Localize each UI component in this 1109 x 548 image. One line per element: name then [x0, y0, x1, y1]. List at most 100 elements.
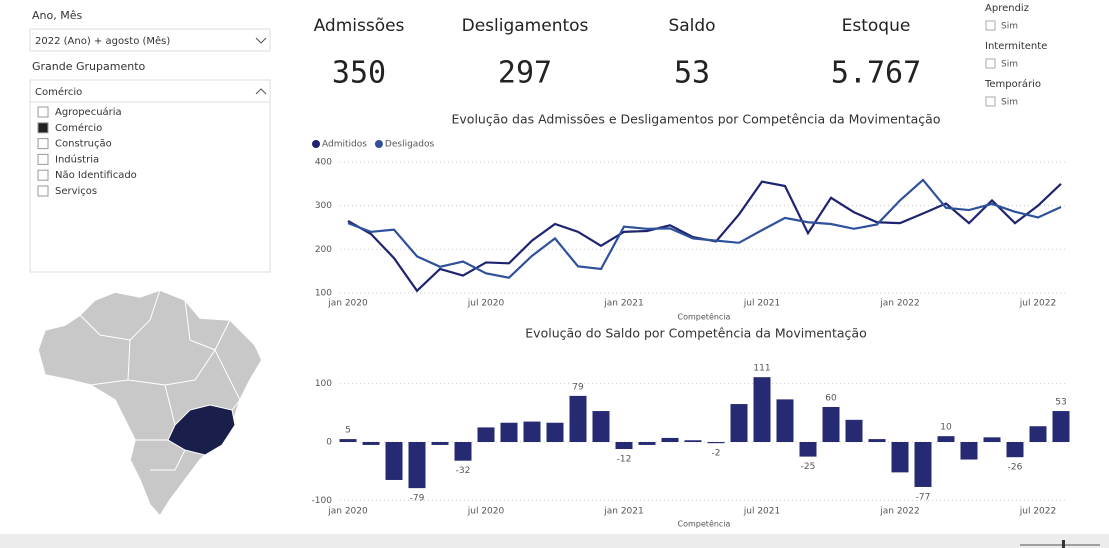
toggle-option[interactable]: Sim: [1001, 22, 1018, 32]
bar: [914, 442, 932, 487]
kpi-label: Estoque: [842, 16, 911, 36]
zoom-handle[interactable]: [1062, 540, 1065, 548]
y-tick-label: 300: [315, 201, 332, 211]
checkbox[interactable]: [37, 138, 49, 150]
data-label: -12: [617, 455, 632, 465]
data-label: -32: [456, 466, 471, 476]
data-label: 10: [940, 423, 952, 433]
bar: [1052, 411, 1070, 443]
data-label: -2: [712, 449, 721, 459]
checkbox[interactable]: [985, 96, 996, 107]
option-label[interactable]: Construção: [55, 139, 112, 150]
chart-title: Evolução do Saldo por Competência da Mov…: [525, 326, 866, 341]
line-series: [347, 178, 1062, 279]
kpi-value: 5.767: [831, 56, 921, 91]
y-tick-label: 100: [315, 289, 332, 299]
x-tick-label: jan 2021: [603, 507, 644, 517]
data-label: 5: [345, 426, 351, 436]
x-axis-title: Competência: [678, 519, 731, 529]
bar: [339, 439, 357, 443]
kpi-label: Admissões: [314, 16, 405, 36]
bar: [408, 442, 426, 489]
legend-marker: [312, 140, 320, 148]
checkbox[interactable]: [985, 58, 996, 69]
kpi-value: 350: [332, 56, 386, 91]
bar: [477, 427, 495, 443]
toggle-option[interactable]: Sim: [1001, 98, 1018, 108]
x-tick-label: jul 2020: [467, 507, 505, 517]
y-tick-label: 200: [315, 245, 332, 255]
bar: [592, 411, 610, 443]
checkbox[interactable]: [37, 185, 49, 197]
bar: [546, 422, 564, 443]
kpi-value: 53: [674, 56, 710, 91]
option-label[interactable]: Serviços: [55, 186, 97, 197]
kpi-value: 297: [498, 56, 552, 91]
dropdown-value[interactable]: 2022 (Ano) + agosto (Mês): [35, 35, 170, 47]
x-axis-title: Competência: [678, 312, 731, 322]
kpi-label: Desligamentos: [462, 16, 589, 36]
bar: [822, 406, 840, 443]
dropdown-value[interactable]: Comércio: [35, 86, 82, 98]
y-tick-label: -100: [312, 496, 333, 506]
state-border: [127, 339, 176, 426]
bar: [960, 442, 978, 460]
checkbox[interactable]: [37, 106, 49, 118]
state-border: [89, 379, 129, 386]
legend-label: Desligados: [385, 140, 435, 150]
y-tick-label: 400: [315, 158, 332, 168]
bar: [1006, 442, 1024, 458]
x-tick-label: jul 2021: [743, 299, 780, 309]
line-series: [347, 180, 1062, 293]
bar: [362, 442, 380, 445]
option-label[interactable]: Comércio: [55, 122, 102, 134]
x-tick-label: jul 2022: [1019, 507, 1056, 517]
legend-label: Admitidos: [322, 140, 367, 150]
bar: [431, 442, 449, 445]
x-tick-label: jul 2022: [1019, 299, 1056, 309]
bar: [1029, 426, 1047, 443]
data-label: 111: [753, 364, 770, 374]
checkbox[interactable]: [37, 169, 49, 181]
bar: [500, 422, 518, 443]
bar: [753, 377, 771, 443]
bar: [523, 421, 541, 443]
bar: [454, 442, 472, 461]
data-label: 53: [1055, 398, 1066, 408]
map: [37, 289, 263, 518]
x-tick-label: jan 2022: [879, 507, 920, 517]
option-label[interactable]: Agropecuária: [55, 106, 122, 118]
bar: [661, 437, 679, 443]
data-label: 79: [572, 382, 584, 392]
option-label[interactable]: Indústria: [55, 153, 99, 165]
toggle-label: Temporário: [984, 78, 1041, 90]
checkbox[interactable]: [37, 153, 49, 165]
x-tick-label: jan 2020: [327, 507, 368, 517]
filter-label: Grande Grupamento: [32, 60, 146, 73]
data-label: -26: [1008, 463, 1023, 473]
option-label[interactable]: Não Identificado: [55, 170, 137, 181]
dropdown[interactable]: [29, 28, 271, 52]
kpi-label: Saldo: [668, 16, 715, 36]
bar: [799, 442, 817, 457]
bar: [684, 440, 702, 443]
data-label: -79: [410, 494, 425, 504]
data-label: -25: [801, 462, 816, 472]
bar: [385, 442, 403, 480]
bar: [569, 395, 587, 443]
toggle-option[interactable]: Sim: [1001, 60, 1018, 70]
checkbox[interactable]: [37, 122, 49, 134]
bar: [845, 419, 863, 443]
bar: [891, 442, 909, 473]
y-tick-label: 100: [315, 379, 332, 389]
toggle-label: Intermitente: [985, 41, 1047, 52]
toggle-label: Aprendiz: [985, 3, 1029, 14]
legend-marker: [374, 140, 383, 148]
state-selected[interactable]: [167, 404, 236, 456]
chevron: [255, 37, 267, 44]
chevron: [255, 88, 267, 95]
y-tick-label: 0: [326, 438, 332, 448]
checkbox[interactable]: [985, 20, 996, 31]
x-tick-label: jul 2020: [467, 299, 505, 309]
